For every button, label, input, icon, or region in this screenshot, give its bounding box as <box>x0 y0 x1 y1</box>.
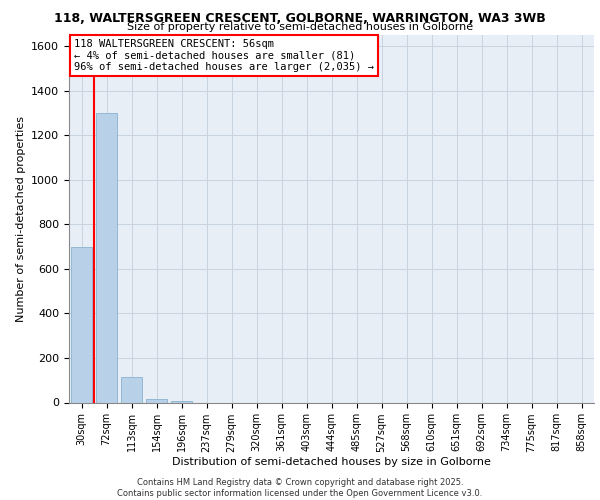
Bar <box>96 113 117 403</box>
Text: Contains HM Land Registry data © Crown copyright and database right 2025.
Contai: Contains HM Land Registry data © Crown c… <box>118 478 482 498</box>
Text: Size of property relative to semi-detached houses in Golborne: Size of property relative to semi-detach… <box>127 22 473 32</box>
Y-axis label: Number of semi-detached properties: Number of semi-detached properties <box>16 116 26 322</box>
Bar <box>171 400 192 402</box>
Bar <box>146 399 167 402</box>
X-axis label: Distribution of semi-detached houses by size in Golborne: Distribution of semi-detached houses by … <box>172 458 491 468</box>
Text: 118 WALTERSGREEN CRESCENT: 56sqm
← 4% of semi-detached houses are smaller (81)
9: 118 WALTERSGREEN CRESCENT: 56sqm ← 4% of… <box>74 38 374 72</box>
Bar <box>121 378 142 402</box>
Bar <box>71 246 92 402</box>
Text: 118, WALTERSGREEN CRESCENT, GOLBORNE, WARRINGTON, WA3 3WB: 118, WALTERSGREEN CRESCENT, GOLBORNE, WA… <box>54 12 546 26</box>
